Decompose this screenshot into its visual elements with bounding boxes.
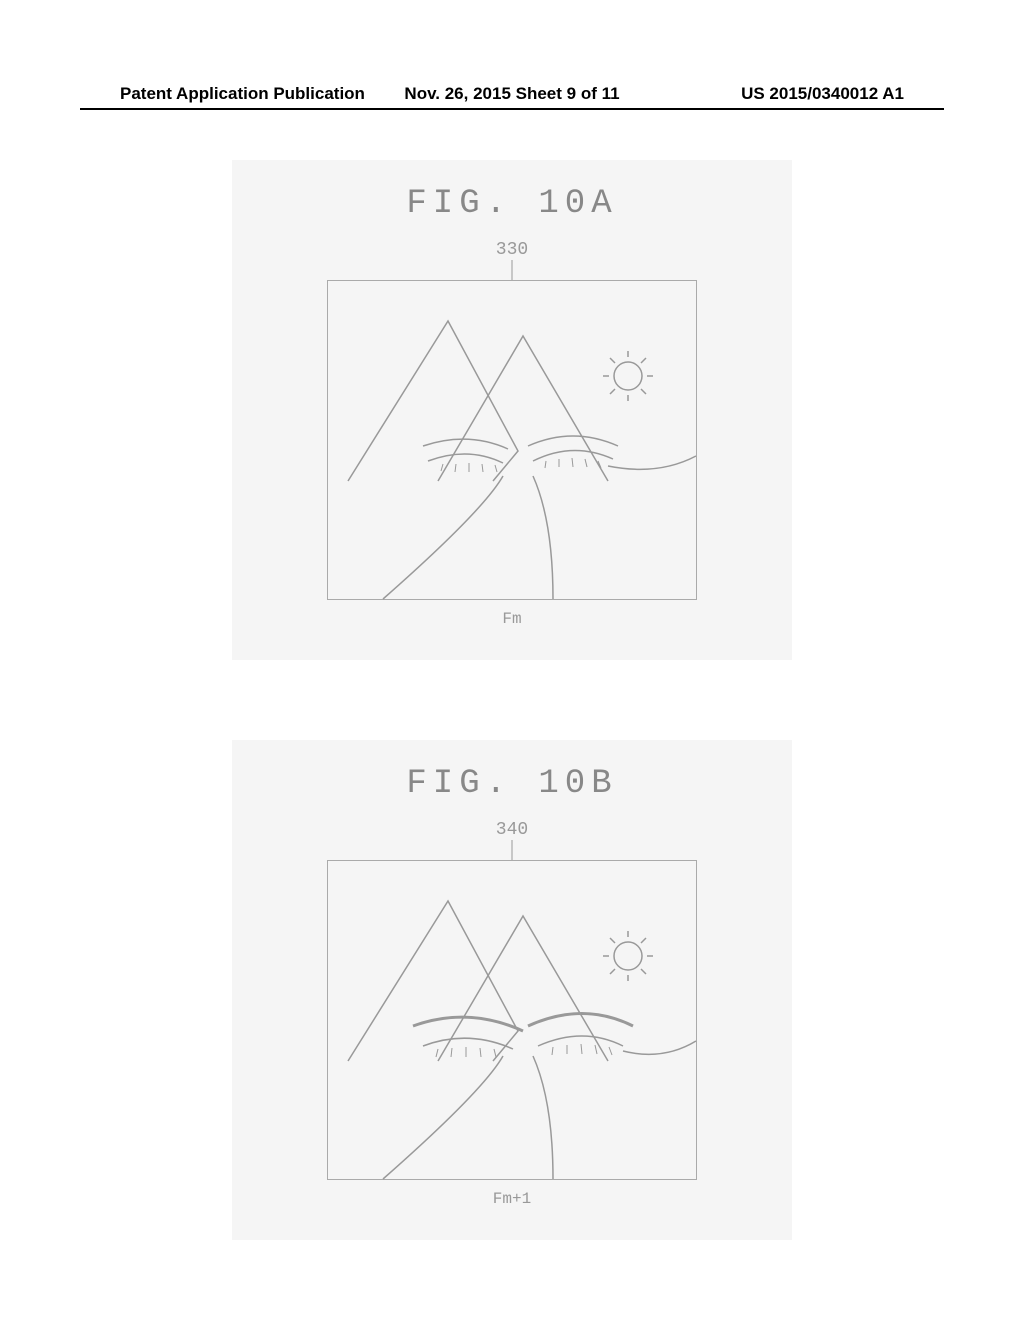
figure-10a-drawing (327, 280, 697, 600)
figure-10a-frame-label: Fm (502, 610, 521, 628)
landscape-drawing-a (328, 281, 698, 601)
header-rule (80, 108, 944, 110)
figure-10b-title: FIG. 10B (406, 765, 617, 803)
figure-10b-ref: 340 (496, 820, 528, 840)
figure-10a-leader (512, 260, 513, 280)
figure-10b-leader (512, 840, 513, 860)
page-header: Patent Application Publication Nov. 26, … (0, 84, 1024, 104)
figure-10a-panel: FIG. 10A 330 (232, 160, 792, 660)
figure-10a-ref: 330 (496, 240, 528, 260)
landscape-drawing-b (328, 861, 698, 1181)
header-publication: Patent Application Publication (120, 84, 381, 104)
header-sheet-info: Nov. 26, 2015 Sheet 9 of 11 (381, 84, 642, 104)
figure-10a-title: FIG. 10A (406, 185, 617, 223)
figure-10b-panel: FIG. 10B 340 (232, 740, 792, 1240)
header-patent-number: US 2015/0340012 A1 (643, 84, 904, 104)
figure-10b-frame-label: Fm+1 (493, 1190, 531, 1208)
figure-10b-drawing (327, 860, 697, 1180)
